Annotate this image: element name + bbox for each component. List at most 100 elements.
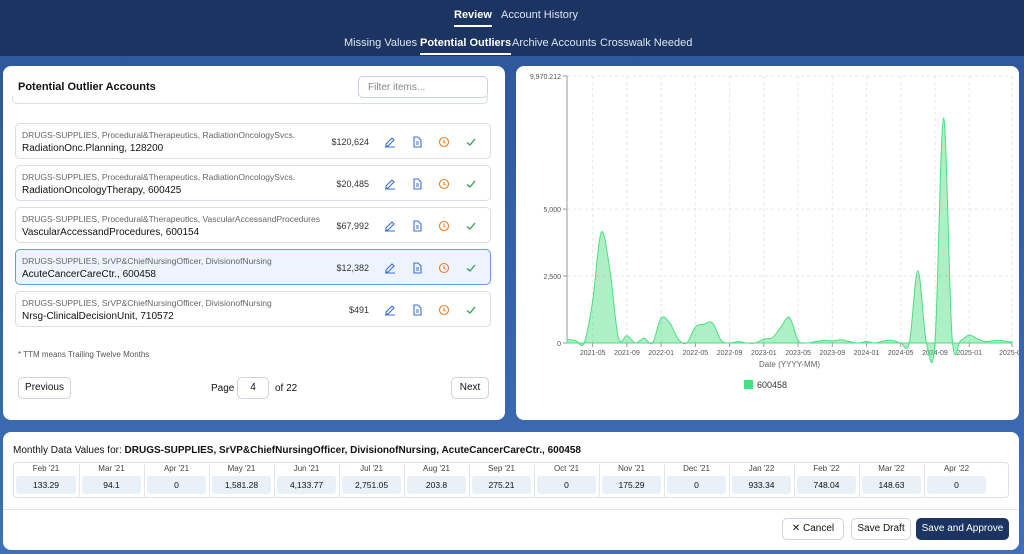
approve-icon[interactable] [464,261,478,275]
tab[interactable]: Review [454,9,492,27]
edit-icon[interactable] [383,261,397,275]
note: * TTM means Trailing Twelve Months [18,350,150,359]
cancel-button[interactable]: ✕ Cancel [782,518,844,540]
account-category: DRUGS-SUPPLIES, SrVP&ChiefNursingOfficer… [22,298,272,308]
account-name: Nrsg-ClinicalDecisionUnit, 710572 [22,311,174,322]
history-icon-glyph [438,304,450,316]
edit-icon-glyph [385,221,395,232]
y-tick-label: 0 [557,341,561,348]
history-icon[interactable] [437,135,451,149]
month-label: Jan '22 [748,464,775,473]
document-icon[interactable] [410,219,424,233]
x-tick-label: 2021-05 [580,350,606,357]
account-card[interactable]: DRUGS-SUPPLIES, SrVP&ChiefNursingOfficer… [15,291,491,327]
area [566,117,1013,363]
x-tick-label: 2023-01 [751,350,777,357]
approve-icon[interactable] [464,135,478,149]
previous-button[interactable]: Previous [18,377,71,399]
account-card[interactable]: DRUGS-SUPPLIES, SrVP&ChiefNursingOfficer… [15,249,491,285]
subtab[interactable]: Crosswalk Needed [600,37,693,49]
edit-icon[interactable] [383,135,397,149]
month-label: Mar '22 [878,464,905,473]
month-column: Mar '21 94.1 [79,464,143,498]
account-name: AcuteCancerCareCtr., 600458 [22,269,156,280]
month-value: 0 [927,476,986,494]
month-label: Apr '22 [943,464,970,473]
month-label: Dec '21 [683,464,710,473]
chart-panel: 0 2,500 5,000 9,970.212 2021-05 2021-09 2022-0… [516,66,1024,420]
chart: 0 2,500 5,000 9,970.212 2021-05 2021-09 2022-0… [530,74,1024,390]
x-axis-label: Date (YYYY-MM) [759,360,820,369]
month-column: Jan '22 933.34 [729,464,793,498]
month-value: 933.34 [732,476,791,494]
page-input[interactable]: 4 [237,377,269,399]
history-icon[interactable] [437,219,451,233]
subtab[interactable]: Archive Accounts [512,37,597,49]
tab[interactable]: Account History [501,9,579,21]
month-column: Feb '21 133.29 [14,464,78,498]
x-tick-label: 2024-05 [888,350,914,357]
subtab[interactable]: Potential Outliers [420,37,512,55]
panel-title: Potential Outlier Accounts [18,81,156,93]
approve-icon-glyph [466,306,476,314]
next-button[interactable]: Next [451,377,489,399]
history-icon-glyph [438,136,450,148]
month-value: 2,751.05 [342,476,401,494]
month-column: Dec '21 0 [664,464,728,498]
page-label: Page [211,383,235,394]
approve-icon[interactable] [464,177,478,191]
account-category: DRUGS-SUPPLIES, Procedural&Therapeutics,… [22,130,296,140]
y-tick-label: 9,970.212 [530,74,561,81]
month-value: 133.29 [16,476,76,494]
x-tick-label: 2021-09 [614,350,640,357]
title-account: DRUGS-SUPPLIES, SrVP&ChiefNursingOfficer… [124,445,581,456]
legend-label: 600458 [757,380,787,390]
title-prefix: Monthly Data Values for: [13,445,122,456]
save-draft-button[interactable]: Save Draft [851,518,911,540]
account-name: RadiationOncologyTherapy, 600425 [22,185,182,196]
x-tick-label: 2025-01 [956,350,982,357]
document-icon[interactable] [410,135,424,149]
account-name: RadiationOnc.Planning, 128200 [22,143,164,154]
document-icon-glyph [413,262,422,274]
monthly-panel: Monthly Data Values for: DRUGS-SUPPLIES,… [3,432,1019,550]
month-column: Jul '21 2,751.05 [339,464,403,498]
month-column: Aug '21 203.8 [404,464,468,498]
filter-input[interactable]: Filter items... [358,76,488,98]
history-icon[interactable] [437,177,451,191]
x-tick-label: 2022-09 [717,350,743,357]
document-icon[interactable] [410,177,424,191]
approve-icon-glyph [466,180,476,188]
subtab[interactable]: Missing Values [344,37,418,49]
history-icon[interactable] [437,261,451,275]
month-label: Oct '21 [553,464,580,473]
account-card[interactable]: DRUGS-SUPPLIES, Procedural&Therapeutics,… [15,207,491,243]
document-icon-glyph [413,220,422,232]
account-card[interactable]: DRUGS-SUPPLIES, Procedural&Therapeutics,… [15,165,491,201]
month-label: Feb '21 [32,464,60,473]
edit-icon[interactable] [383,219,397,233]
history-icon[interactable] [437,303,451,317]
document-icon[interactable] [410,261,424,275]
values-strip [13,462,1009,498]
monthly-title: Monthly Data Values for: DRUGS-SUPPLIES,… [13,445,581,456]
month-value: 94.1 [82,476,141,494]
approve-icon-glyph [466,264,476,272]
edit-icon-glyph [385,179,395,190]
approve-icon[interactable] [464,219,478,233]
month-label: Jun '21 [293,464,320,473]
month-label: Mar '21 [98,464,125,473]
month-column: Oct '21 0 [534,464,598,498]
edit-icon[interactable] [383,303,397,317]
month-label: Sep '21 [488,464,515,473]
approve-icon[interactable] [464,303,478,317]
document-icon[interactable] [410,303,424,317]
month-column: Jun '21 4,133.77 [274,464,338,498]
save-approve-button[interactable]: Save and Approve [916,518,1009,540]
account-card[interactable]: DRUGS-SUPPLIES, Procedural&Therapeutics,… [15,123,491,159]
month-column: Sep '21 275.21 [469,464,533,498]
month-label: Nov '21 [618,464,645,473]
account-amount: $67,992 [336,221,369,231]
edit-icon[interactable] [383,177,397,191]
